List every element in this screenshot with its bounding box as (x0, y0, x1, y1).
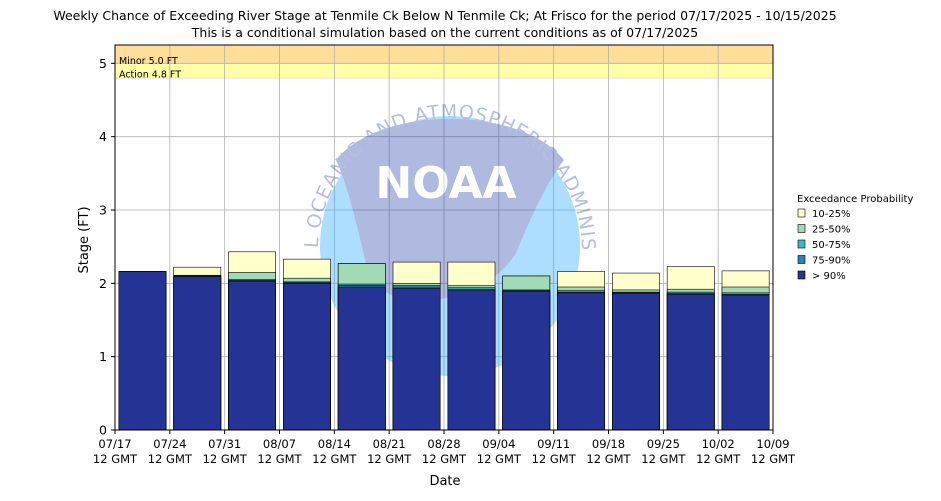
x-tick-time-12: 12 GMT (751, 452, 796, 466)
legend-swatch-2 (797, 239, 806, 249)
y-tick-label-2: 2 (99, 276, 107, 291)
legend-swatch-0 (797, 208, 806, 218)
flood-level-labels: Minor 5.0 FT Action 4.8 FT (119, 56, 181, 81)
flood-level-label-1: Action 4.8 FT (119, 70, 181, 81)
bar-group-week-5 (392, 261, 441, 431)
x-tick-time-3: 12 GMT (257, 452, 302, 466)
bar-groups (118, 251, 770, 431)
bar-group-week-0 (118, 271, 167, 431)
x-tick-date-6: 08/28 (427, 437, 460, 451)
bar-90-week-10 (666, 294, 715, 431)
x-tick-time-0: 12 GMT (93, 452, 138, 466)
legend-label-3: 75-90% (812, 256, 851, 267)
y-axis-label: Stage (FT) (77, 206, 92, 273)
x-tick-date-7: 09/04 (482, 437, 515, 451)
x-tick-date-3: 08/07 (263, 437, 296, 451)
x-tick-time-6: 12 GMT (422, 452, 467, 466)
y-tick-label-1: 1 (99, 349, 107, 364)
bar-90-week-4 (337, 286, 386, 431)
bar-group-week-3 (283, 258, 331, 431)
legend-swatch-4 (797, 270, 806, 280)
x-tick-time-11: 12 GMT (696, 452, 741, 466)
x-tick-date-8: 09/11 (537, 437, 570, 451)
x-tick-time-10: 12 GMT (641, 452, 686, 466)
bar-group-week-11 (721, 270, 770, 431)
x-tick-date-4: 08/14 (318, 437, 351, 451)
x-axis-label: Date (429, 474, 460, 489)
x-tick-date-10: 09/25 (647, 437, 680, 451)
x-tick-time-4: 12 GMT (312, 452, 357, 466)
bar-group-week-8 (557, 271, 605, 431)
bar-group-week-1 (173, 266, 222, 431)
legend-label-1: 25-50% (812, 225, 851, 236)
bar-group-week-7 (502, 275, 551, 431)
bar-90-week-9 (612, 293, 660, 431)
bar-90-week-0 (118, 271, 167, 431)
x-tick-date-11: 10/02 (702, 437, 735, 451)
x-tick-date-1: 07/24 (153, 437, 186, 451)
y-tick-label-4: 4 (99, 129, 107, 144)
legend-swatch-1 (797, 224, 806, 233)
noaa-logo-bird (336, 118, 564, 300)
x-tick-time-5: 12 GMT (367, 452, 412, 466)
bar-90-week-11 (721, 294, 770, 431)
x-tick-date-9: 09/18 (592, 437, 625, 451)
bar-group-week-6 (447, 261, 496, 431)
bar-90-week-2 (228, 280, 276, 431)
x-tick-date-2: 07/31 (208, 437, 241, 451)
y-axis: 0 1 2 3 4 5 (99, 56, 115, 438)
x-tick-date-5: 08/21 (373, 437, 406, 451)
bar-group-week-9 (612, 272, 660, 431)
legend: Exceedance Probability 10-25% 25-50% 50-75… (797, 194, 913, 282)
legend-label-0: 10-25% (812, 209, 851, 220)
legend-label-4: > 90% (812, 271, 846, 282)
x-tick-time-7: 12 GMT (477, 452, 522, 466)
x-tick-time-2: 12 GMT (203, 452, 248, 466)
chart-subtitle: This is a conditional simulation based o… (191, 25, 698, 40)
bar-group-week-10 (666, 266, 715, 431)
bar-group-week-4 (337, 263, 386, 431)
bar-90-week-1 (173, 276, 222, 431)
x-tick-time-9: 12 GMT (586, 452, 631, 466)
bar-90-week-8 (557, 292, 605, 431)
x-tick-time-1: 12 GMT (148, 452, 193, 466)
y-tick-label-5: 5 (99, 56, 107, 71)
bar-90-week-5 (392, 288, 441, 431)
legend-label-2: 50-75% (812, 240, 851, 251)
bar-90-week-3 (283, 283, 331, 431)
legend-swatch-3 (797, 255, 806, 264)
y-tick-label-3: 3 (99, 203, 107, 218)
bar-90-week-7 (502, 291, 551, 431)
legend-title: Exceedance Probability (797, 194, 913, 205)
x-tick-time-8: 12 GMT (532, 452, 577, 466)
bar-90-week-6 (447, 290, 496, 431)
x-tick-date-12: 10/09 (756, 437, 789, 451)
bar-group-week-2 (228, 251, 276, 431)
chart-title: Weekly Chance of Exceeding River Stage a… (53, 8, 836, 23)
flood-level-label-0: Minor 5.0 FT (119, 56, 178, 67)
noaa-logo-text: NOAA (375, 158, 516, 209)
x-tick-date-0: 07/17 (98, 437, 131, 451)
y-tick-label-0: 0 (99, 423, 107, 438)
